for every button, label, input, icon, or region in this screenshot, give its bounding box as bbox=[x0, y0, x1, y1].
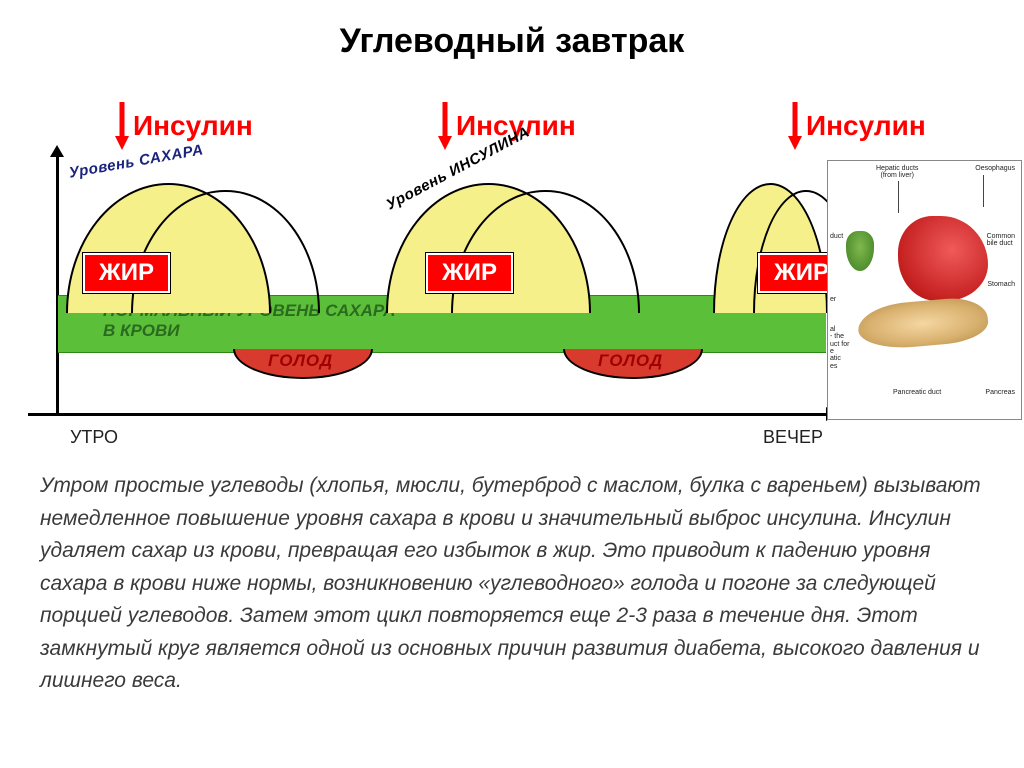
chart: НОРМАЛЬНЫЙ УРОВЕНЬ САХАРАВ КРОВИ Уровень… bbox=[28, 155, 828, 445]
insulin-label-0: Инсулин bbox=[133, 110, 253, 142]
anat-er: er bbox=[830, 296, 836, 303]
anat-stomach: Stomach bbox=[987, 281, 1015, 288]
insulin-label-2: Инсулин bbox=[806, 110, 926, 142]
anat-duct: duct bbox=[830, 233, 843, 240]
anat-hepatic: Hepatic ducts(from liver) bbox=[876, 165, 918, 180]
stomach-shape bbox=[898, 216, 988, 301]
arrow-down-icon bbox=[115, 102, 129, 150]
anat-common-bile: Commonbile duct bbox=[987, 233, 1015, 248]
hunger-label-1: ГОЛОД bbox=[598, 351, 663, 371]
body-italic: Утром простые углеводы (хлопья, мюсли, б… bbox=[40, 474, 868, 497]
y-axis bbox=[56, 155, 59, 415]
body-paragraph: Утром простые углеводы (хлопья, мюсли, б… bbox=[40, 470, 988, 698]
pancreas-shape bbox=[856, 295, 989, 351]
anat-oesophagus: Oesophagus bbox=[975, 165, 1015, 172]
gallbladder-shape bbox=[846, 231, 874, 271]
body-rest: вызывают немедленное повышение уровня са… bbox=[40, 474, 981, 692]
anat-pancreas: Pancreas bbox=[985, 389, 1015, 396]
time-label-evening: ВЕЧЕР bbox=[763, 427, 823, 448]
anatomy-image: Hepatic ducts(from liver) Oesophagus duc… bbox=[827, 160, 1022, 420]
insulin-item-2: Инсулин bbox=[788, 102, 926, 150]
fat-box-0: ЖИР bbox=[83, 253, 170, 293]
insulin-item-0: Инсулин bbox=[115, 102, 253, 150]
x-axis bbox=[28, 413, 828, 416]
arrow-down-icon bbox=[438, 102, 452, 150]
hunger-label-0: ГОЛОД bbox=[268, 351, 333, 371]
arrow-down-icon bbox=[788, 102, 802, 150]
fat-box-1: ЖИР bbox=[426, 253, 513, 293]
anat-partial: al- theuct foreatices bbox=[830, 326, 860, 370]
page-title: Углеводный завтрак bbox=[0, 22, 1024, 61]
time-label-morning: УТРО bbox=[70, 427, 118, 448]
anat-pancreatic-duct: Pancreatic duct bbox=[893, 389, 941, 396]
